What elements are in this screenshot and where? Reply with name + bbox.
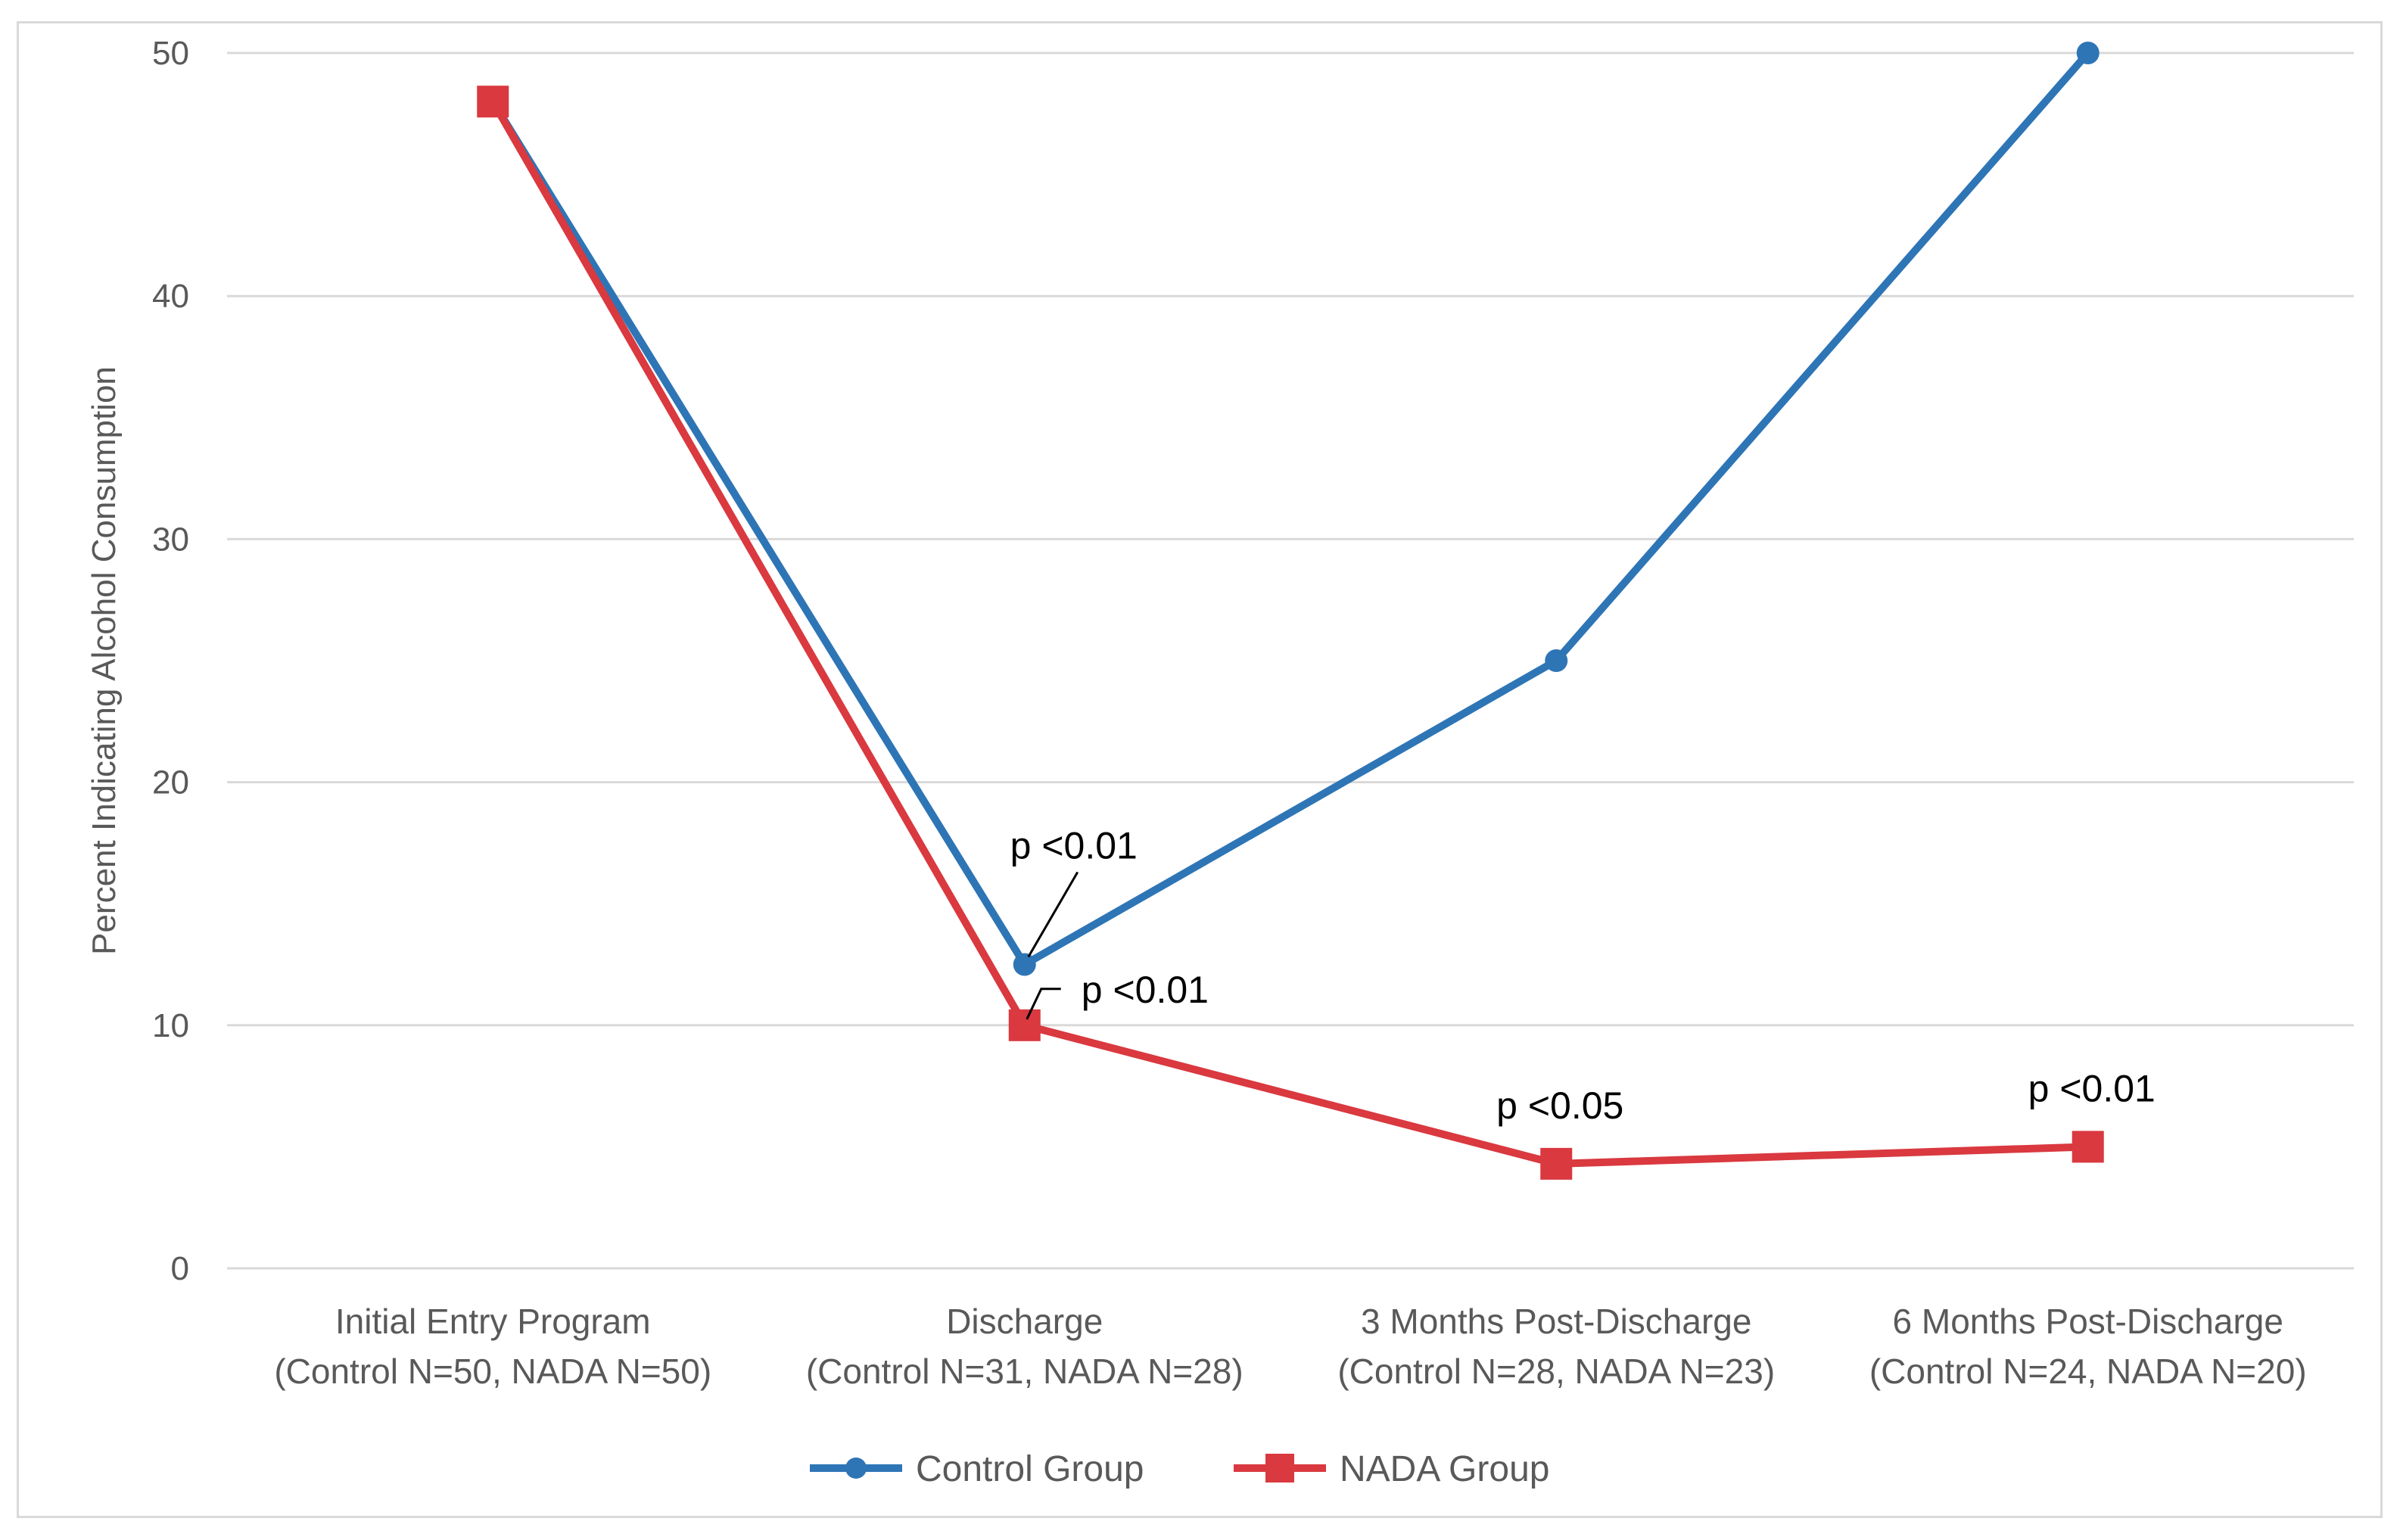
annotation-leader (1027, 871, 1079, 958)
data-point-nada-group (2071, 1131, 2104, 1163)
legend-marker (845, 1458, 867, 1479)
annotation-leader (1026, 988, 1061, 1020)
y-tick-label: 50 (152, 35, 189, 72)
legend-label: Control Group (916, 1449, 1144, 1489)
x-category-label: (Control N=50, NADA N=50) (274, 1352, 711, 1391)
x-category-label: Discharge (946, 1302, 1103, 1341)
y-tick-label: 40 (152, 278, 189, 315)
y-tick-label: 30 (152, 521, 189, 558)
series-line-nada-group (489, 99, 2088, 1168)
y-axis-title: Percent Indicating Alcohol Consumption (86, 366, 123, 955)
legend-marker (1265, 1454, 1294, 1482)
y-tick-label: 20 (152, 764, 189, 801)
series-line-control-group (489, 50, 2091, 969)
x-category-label: (Control N=31, NADA N=28) (806, 1352, 1244, 1391)
data-point-control-group (2076, 42, 2100, 64)
data-point-nada-group (477, 86, 509, 118)
legend-label: NADA Group (1340, 1449, 1549, 1489)
annotation-label: p <0.01 (1082, 969, 1209, 1011)
x-category-label: 6 Months Post-Discharge (1893, 1302, 2283, 1341)
data-point-nada-group (1008, 1009, 1041, 1041)
x-category-label: (Control N=28, NADA N=23) (1337, 1352, 1775, 1391)
data-point-control-group (1545, 649, 1568, 672)
annotation-label: p <0.05 (1496, 1084, 1623, 1127)
x-category-label: (Control N=24, NADA N=20) (1869, 1352, 2307, 1391)
x-category-label: 3 Months Post-Discharge (1361, 1302, 1751, 1341)
data-point-control-group (1013, 953, 1036, 976)
y-tick-label: 10 (152, 1007, 189, 1044)
x-category-label: Initial Entry Program (335, 1302, 651, 1341)
annotation-label: p <0.01 (2028, 1067, 2156, 1109)
annotation-label: p <0.01 (1010, 825, 1138, 867)
y-tick-label: 0 (171, 1250, 189, 1287)
data-point-nada-group (1540, 1147, 1573, 1180)
